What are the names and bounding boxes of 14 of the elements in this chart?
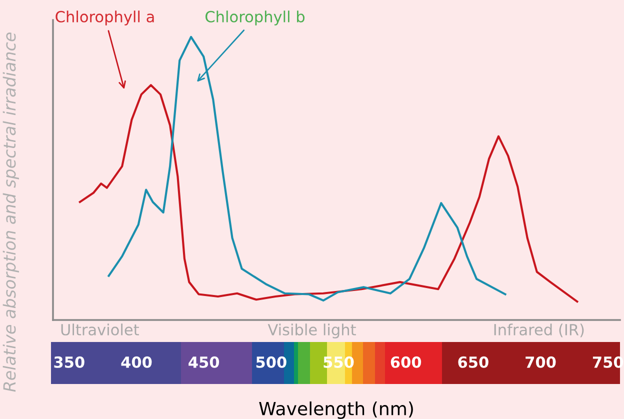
text: Infrared (IR) [494,324,584,338]
x-tick-label: 500 [256,356,286,368]
series-label: Chlorophyll b [206,10,305,26]
x-axis-title: Wavelength (nm) [259,401,413,419]
text: Chlorophyll a [56,10,154,26]
text: Ultraviolet [61,324,139,336]
x-tick-label: 350 [54,356,84,368]
x-tick-label: 650 [458,356,488,368]
x-tick-label: 700 [526,356,556,368]
text: Visible light [268,324,356,338]
y-axis-title: Relative absorption and spectral irradiance [2,32,19,392]
x-tick-label: 450 [188,356,220,368]
x-tick-label: 600 [390,356,422,368]
x-tick-label: 400 [121,356,152,368]
